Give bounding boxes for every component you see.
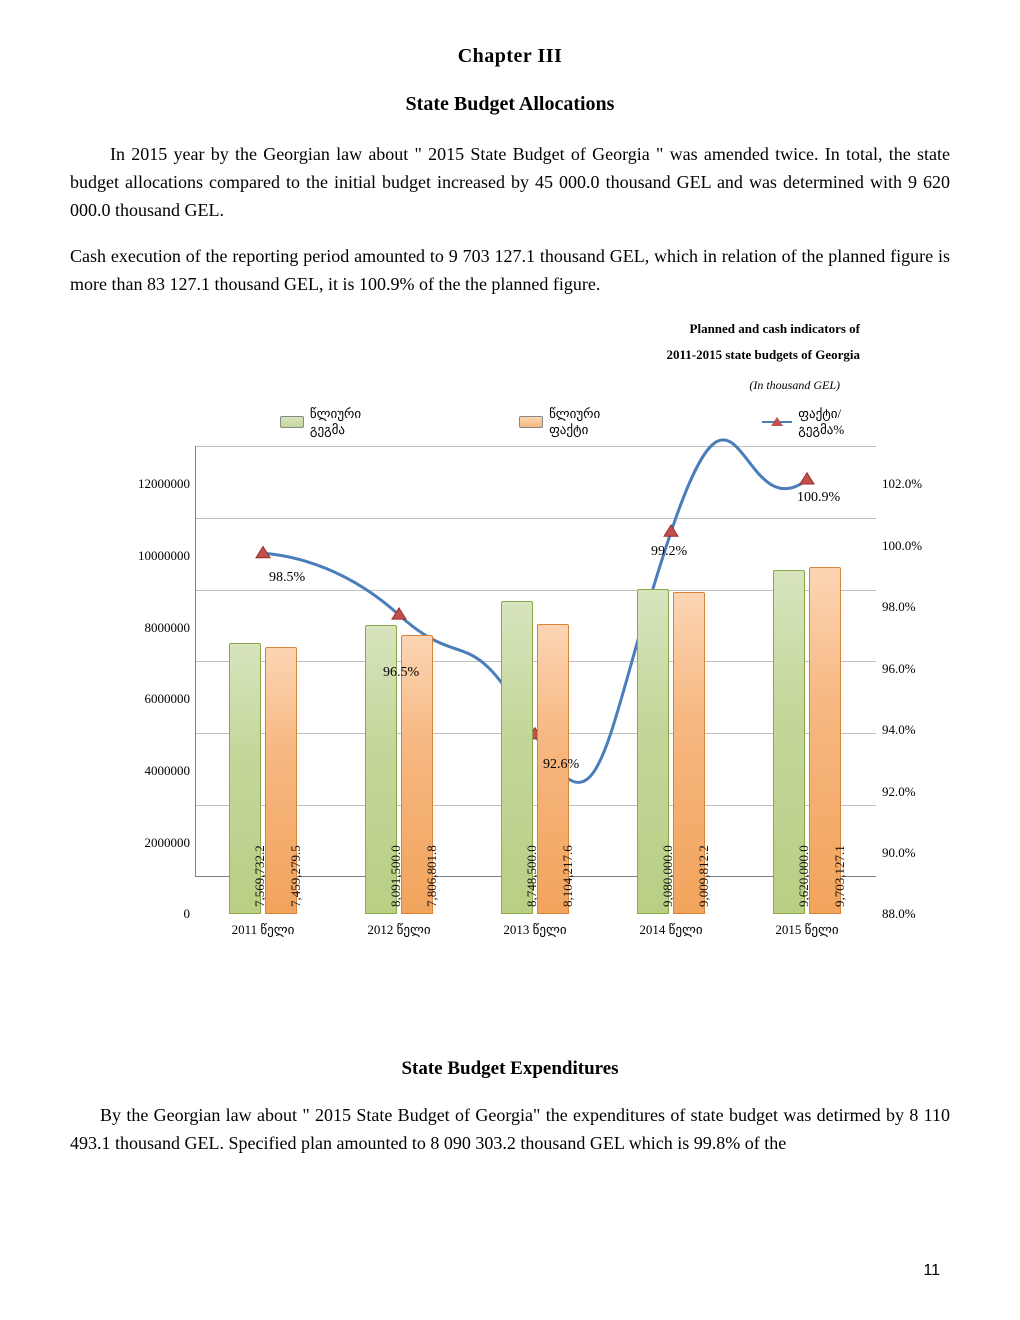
chart-caption: Planned and cash indicators of 2011-2015… bbox=[70, 316, 950, 368]
x-category-label: 2013 წელი bbox=[467, 922, 603, 938]
paragraph-1: In 2015 year by the Georgian law about "… bbox=[70, 141, 950, 225]
legend-fact: წლიური ფაქტი bbox=[519, 406, 642, 438]
pct-label: 99.2% bbox=[651, 544, 687, 560]
legend-pct-label: ფაქტი/ გეგმა% bbox=[798, 406, 890, 438]
bar-fact: 9,009,812.2 bbox=[673, 592, 705, 915]
paragraph-2: Cash execution of the reporting period a… bbox=[70, 243, 950, 299]
y-right-label: 98.0% bbox=[882, 599, 916, 615]
x-category-label: 2011 წელი bbox=[195, 922, 331, 938]
chart-caption-line1: Planned and cash indicators of bbox=[690, 321, 860, 336]
pct-label: 98.5% bbox=[269, 570, 305, 586]
y-right-label: 90.0% bbox=[882, 845, 916, 861]
bar-plan: 8,748,500.0 bbox=[501, 601, 533, 914]
legend-pct: ფაქტი/ გეგმა% bbox=[762, 406, 890, 438]
legend-plan-swatch bbox=[280, 416, 304, 428]
x-category-label: 2012 წელი bbox=[331, 922, 467, 938]
y-right-label: 100.0% bbox=[882, 538, 922, 554]
page-number: 11 bbox=[923, 1262, 940, 1280]
bar-fact: 7,459,279.5 bbox=[265, 647, 297, 914]
chapter-title: Chapter III bbox=[70, 45, 950, 68]
chart-unit: (In thousand GEL) bbox=[70, 378, 950, 393]
pct-label: 100.9% bbox=[797, 490, 840, 506]
y-left-label: 2000000 bbox=[110, 835, 190, 851]
y-left-label: 4000000 bbox=[110, 763, 190, 779]
section-title-allocations: State Budget Allocations bbox=[70, 93, 950, 116]
legend-plan: წლიური გეგმა bbox=[280, 406, 399, 438]
triangle-marker-icon bbox=[664, 525, 678, 536]
y-left-label: 8000000 bbox=[110, 620, 190, 636]
x-category-label: 2015 წელი bbox=[739, 922, 875, 938]
chart-legend: წლიური გეგმა წლიური ფაქტი ფაქტი/ გეგმა% bbox=[280, 410, 890, 434]
pct-label: 92.6% bbox=[543, 757, 579, 773]
y-left-label: 10000000 bbox=[110, 548, 190, 564]
y-right-label: 102.0% bbox=[882, 476, 922, 492]
legend-pct-swatch bbox=[762, 421, 792, 423]
y-right-label: 96.0% bbox=[882, 661, 916, 677]
pct-label: 96.5% bbox=[383, 665, 419, 681]
legend-plan-label: წლიური გეგმა bbox=[310, 406, 399, 438]
bar-plan: 9,620,000.0 bbox=[773, 570, 805, 915]
y-right-label: 92.0% bbox=[882, 784, 916, 800]
y-left-label: 6000000 bbox=[110, 691, 190, 707]
page: Chapter III State Budget Allocations In … bbox=[0, 0, 1020, 1320]
legend-fact-label: წლიური ფაქტი bbox=[549, 406, 642, 438]
legend-fact-swatch bbox=[519, 416, 543, 428]
y-right-label: 94.0% bbox=[882, 722, 916, 738]
chart-caption-line2: 2011-2015 state budgets of Georgia bbox=[666, 347, 860, 362]
bar-plan: 9,080,000.0 bbox=[637, 589, 669, 914]
paragraph-3: By the Georgian law about " 2015 State B… bbox=[70, 1102, 950, 1158]
triangle-marker-icon bbox=[800, 473, 814, 484]
section-title-expenditures: State Budget Expenditures bbox=[70, 1058, 950, 1080]
bar-plan: 7,569,732.2 bbox=[229, 643, 261, 914]
y-right-label: 88.0% bbox=[882, 906, 916, 922]
y-left-label: 12000000 bbox=[110, 476, 190, 492]
x-category-label: 2014 წელი bbox=[603, 922, 739, 938]
y-left-label: 0 bbox=[110, 906, 190, 922]
triangle-marker-icon bbox=[256, 547, 270, 558]
chart-plot-area: 0200000040000006000000800000010000000120… bbox=[110, 446, 930, 916]
budget-chart: წლიური გეგმა წლიური ფაქტი ფაქტი/ გეგმა% … bbox=[110, 408, 930, 958]
bar-fact: 9,703,127.1 bbox=[809, 567, 841, 915]
